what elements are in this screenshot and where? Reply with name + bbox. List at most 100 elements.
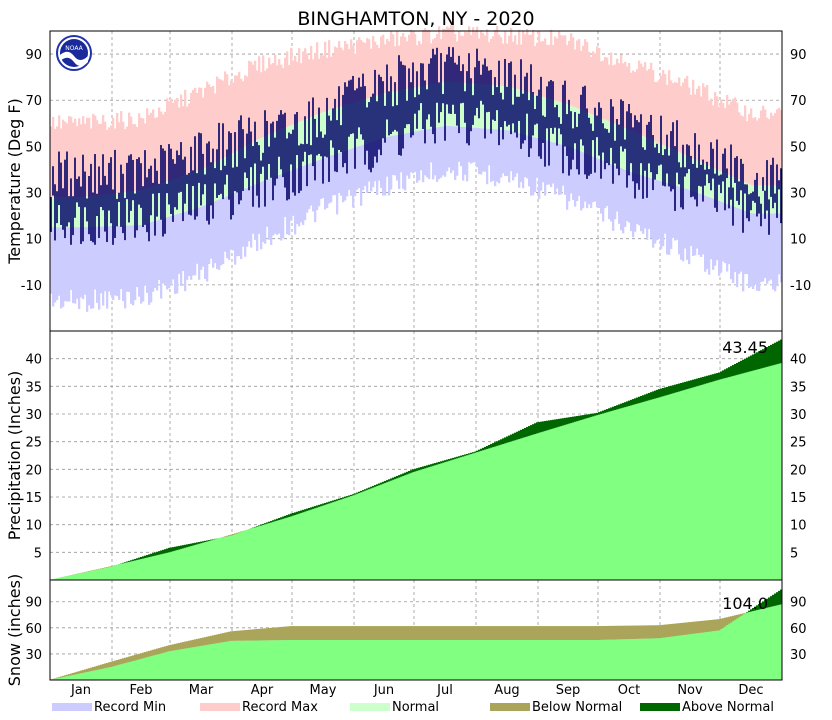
precipitation-normal-bar (590, 416, 593, 580)
precipitation-above-normal-bar (606, 409, 609, 413)
record-max-bar (606, 57, 609, 121)
y-tick-label-right: 25 (790, 436, 807, 451)
precipitation-normal-bar (518, 438, 521, 580)
precipitation-above-normal-bar (186, 544, 189, 548)
snow-below-normal-bar (576, 626, 579, 640)
precipitation-normal-bar (624, 407, 627, 580)
record-max-bar (286, 51, 289, 128)
precipitation-above-normal-bar (720, 371, 723, 380)
snow-below-normal-bar (556, 626, 559, 640)
y-axis-label: Snow (inches) (5, 574, 24, 686)
record-min-bar (514, 132, 517, 177)
record-min-bar (250, 185, 253, 248)
record-min-bar (52, 227, 55, 307)
record-min-bar (260, 181, 263, 250)
record-min-bar (756, 213, 759, 291)
record-max-bar (472, 27, 475, 84)
record-max-bar (340, 47, 343, 107)
record-min-bar (202, 205, 205, 267)
precipitation-normal-bar (638, 403, 641, 580)
precipitation-above-normal-bar (654, 390, 657, 399)
snow-normal-bar (286, 640, 289, 680)
record-max-bar (650, 62, 653, 140)
record-min-bar (238, 190, 241, 257)
precipitation-above-normal-bar (524, 427, 527, 438)
precipitation-above-normal-bar (604, 409, 607, 413)
record-max-bar (148, 114, 151, 188)
snow-below-normal-bar (242, 630, 245, 641)
record-max-bar (456, 41, 459, 83)
snow-below-normal-bar (646, 625, 649, 639)
record-min-bar (66, 227, 69, 302)
record-max-bar (538, 30, 541, 96)
record-max-bar (730, 101, 733, 177)
precipitation-above-normal-bar (466, 453, 469, 456)
snow-below-normal-bar (698, 621, 701, 634)
record-min-bar (702, 194, 705, 255)
precipitation-above-normal-bar (192, 543, 195, 546)
precipitation-normal-bar (264, 524, 267, 580)
record-min-bar (478, 128, 481, 175)
record-min-bar (284, 172, 287, 218)
record-min-bar (114, 225, 117, 296)
snow-below-normal-bar (264, 628, 267, 641)
snow-below-normal-bar (546, 626, 549, 640)
record-min-bar (706, 196, 709, 270)
snow-below-normal-bar (658, 625, 661, 639)
precipitation-normal-bar (362, 491, 365, 580)
record-min-bar (376, 139, 379, 196)
snow-normal-bar (524, 640, 527, 680)
snow-below-normal-bar (704, 620, 707, 633)
actual-temperature-bar (624, 139, 626, 149)
actual-temperature-bar (620, 99, 622, 147)
precipitation-normal-bar (166, 552, 169, 580)
actual-temperature-bar (108, 162, 110, 211)
precipitation-above-normal-bar (148, 554, 151, 558)
snow-normal-bar (438, 640, 441, 680)
record-min-bar (422, 129, 425, 183)
precipitation-above-normal-bar (576, 416, 579, 422)
snow-below-normal-bar (406, 626, 409, 640)
record-min-bar (408, 132, 411, 179)
record-max-bar (330, 56, 333, 110)
precipitation-normal-bar (276, 520, 279, 580)
snow-below-normal-bar (640, 625, 643, 639)
record-min-bar (698, 193, 701, 255)
snow-normal-bar (382, 640, 385, 680)
snow-below-normal-bar (430, 626, 433, 640)
precipitation-normal-bar (124, 562, 127, 580)
precipitation-above-normal-bar (476, 450, 479, 453)
precipitation-above-normal-bar (176, 546, 179, 551)
record-max-bar (228, 85, 231, 156)
precipitation-normal-bar (452, 459, 455, 580)
snow-below-normal-bar (666, 624, 669, 638)
record-min-bar (362, 144, 365, 191)
record-max-bar (556, 38, 559, 102)
precipitation-below-normal-bar (228, 535, 231, 537)
snow-normal-bar (346, 640, 349, 680)
snow-normal-bar (564, 640, 567, 680)
snow-below-normal-bar (102, 664, 105, 669)
record-max-bar (532, 29, 535, 94)
snow-normal-bar (228, 641, 231, 680)
record-max-bar (506, 43, 509, 87)
actual-temperature-bar (120, 164, 122, 227)
record-max-bar (318, 58, 321, 114)
snow-normal-bar (126, 662, 129, 680)
snow-normal-bar (476, 640, 479, 680)
record-min-bar (580, 151, 583, 211)
snow-below-normal-bar (470, 626, 473, 640)
record-min-bar (394, 135, 397, 176)
snow-normal-bar (266, 640, 269, 680)
snow-below-normal-bar (508, 626, 511, 640)
record-max-bar (132, 124, 135, 192)
snow-normal-bar (638, 638, 641, 680)
snow-normal-bar (762, 608, 765, 680)
precipitation-above-normal-bar (172, 547, 175, 552)
precipitation-normal-bar (484, 449, 487, 580)
precipitation-normal-bar (572, 422, 575, 580)
snow-normal-bar (542, 640, 545, 680)
snow-normal-bar (128, 662, 131, 680)
snow-normal-bar (218, 642, 221, 680)
snow-normal-bar (770, 606, 773, 680)
